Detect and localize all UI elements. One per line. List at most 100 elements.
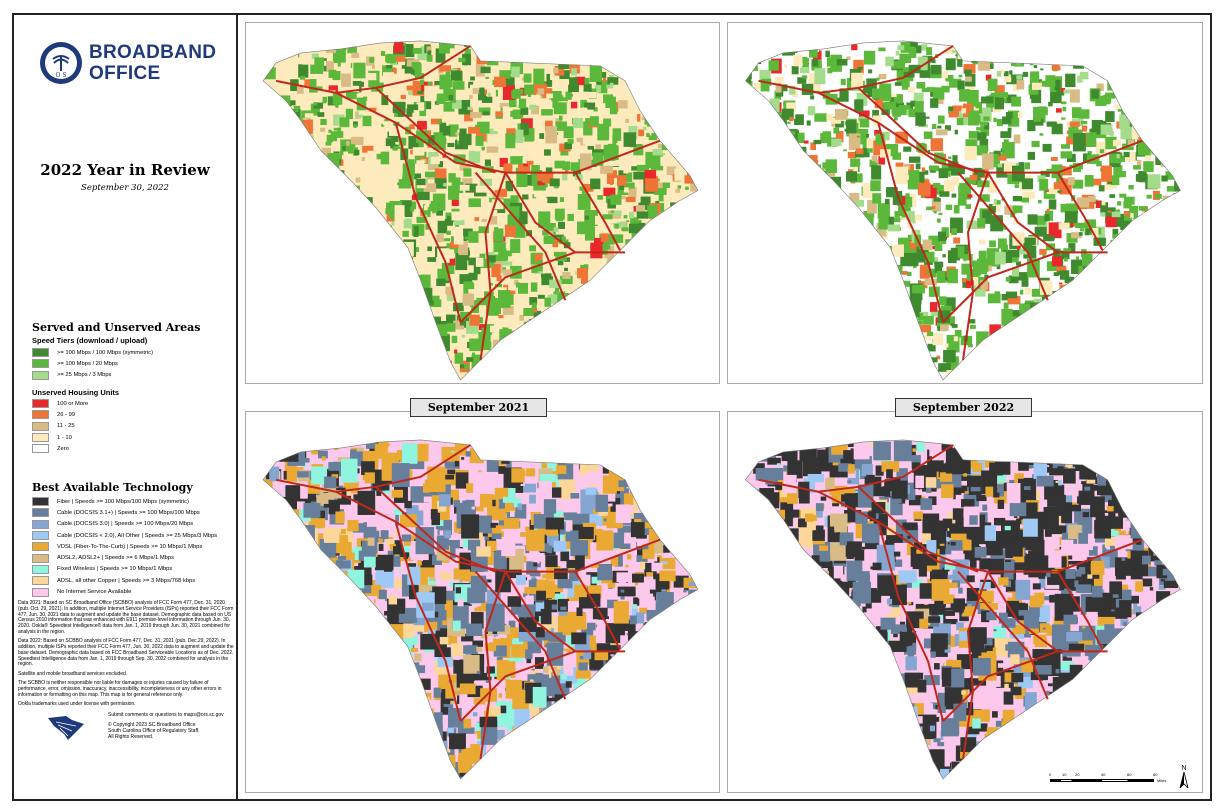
coverage-patch [905, 210, 915, 221]
coverage-patch [823, 193, 831, 199]
coverage-patch [583, 83, 592, 92]
coverage-patch [366, 241, 374, 252]
coverage-patch [299, 742, 313, 762]
coverage-patch [854, 325, 867, 337]
coverage-patch [309, 79, 317, 89]
coverage-patch [277, 740, 297, 763]
coverage-patch [283, 766, 299, 780]
coverage-patch [1052, 88, 1057, 95]
coverage-patch [322, 268, 329, 279]
coverage-patch [610, 556, 619, 567]
coverage-patch [830, 117, 842, 124]
coverage-patch [523, 352, 535, 366]
coverage-patch [641, 79, 648, 87]
coverage-patch [575, 76, 585, 86]
coverage-patch [420, 744, 425, 748]
coverage-patch [300, 202, 305, 206]
poster-frame [12, 13, 1212, 801]
coverage-patch [884, 371, 896, 381]
coverage-patch [317, 725, 325, 731]
coverage-patch [1078, 369, 1087, 377]
coverage-patch [748, 294, 760, 306]
coverage-patch [600, 676, 605, 680]
coverage-patch [1003, 76, 1012, 83]
coverage-patch [392, 354, 405, 372]
coverage-patch [536, 159, 540, 166]
coverage-patch [643, 50, 653, 55]
coverage-patch [1031, 288, 1044, 297]
coverage-patch [351, 136, 364, 145]
coverage-patch [1129, 326, 1140, 341]
coverage-patch [263, 328, 272, 341]
coverage-patch [823, 286, 828, 292]
coverage-patch [422, 210, 431, 217]
coverage-patch [778, 84, 788, 92]
coverage-patch [618, 170, 627, 177]
coverage-patch [1163, 206, 1173, 211]
coverage-patch [420, 713, 428, 720]
coverage-patch [327, 363, 332, 368]
coverage-patch [1111, 269, 1116, 273]
coverage-patch [563, 512, 578, 521]
coverage-patch [333, 197, 341, 208]
coverage-patch [560, 551, 570, 562]
coverage-patch [892, 331, 901, 340]
coverage-patch [793, 197, 802, 207]
coverage-patch [351, 52, 360, 58]
coverage-patch [387, 603, 392, 607]
coverage-patch [1092, 228, 1099, 238]
coverage-patch [690, 736, 698, 759]
coverage-patch [281, 165, 287, 170]
coverage-patch [475, 185, 488, 193]
coverage-patch [349, 248, 358, 255]
coverage-patch [263, 666, 279, 684]
coverage-patch [469, 271, 478, 281]
coverage-patch [1098, 364, 1103, 369]
coverage-patch [845, 349, 857, 359]
coverage-patch [1132, 214, 1137, 219]
coverage-patch [454, 352, 464, 364]
coverage-patch [622, 227, 629, 232]
coverage-patch [545, 120, 553, 132]
coverage-patch [597, 619, 609, 634]
coverage-patch [523, 592, 528, 598]
coverage-patch [392, 267, 398, 271]
coverage-patch [1060, 203, 1068, 213]
coverage-patch [293, 105, 301, 112]
coverage-patch [665, 282, 676, 289]
coverage-patch [674, 621, 689, 634]
coverage-patch [653, 180, 663, 189]
coverage-patch [340, 591, 359, 617]
coverage-patch [448, 173, 456, 183]
coverage-patch [267, 707, 277, 720]
coverage-patch [1059, 166, 1072, 176]
coverage-patch [414, 173, 422, 180]
coverage-patch [952, 105, 963, 117]
coverage-patch [295, 299, 309, 308]
coverage-patch [348, 366, 356, 372]
coverage-patch [477, 121, 490, 134]
coverage-patch [353, 314, 358, 321]
coverage-patch [1076, 308, 1089, 321]
coverage-patch [316, 176, 329, 186]
coverage-patch [862, 40, 866, 43]
coverage-patch [669, 484, 676, 488]
coverage-patch [884, 198, 890, 205]
coverage-patch [392, 101, 406, 113]
coverage-patch [378, 354, 386, 359]
coverage-patch [745, 145, 747, 149]
coverage-patch [606, 308, 617, 317]
coverage-patch [816, 323, 824, 327]
coverage-patch [265, 114, 276, 123]
coverage-patch [774, 355, 780, 364]
coverage-patch [773, 310, 785, 317]
coverage-patch [1140, 341, 1144, 346]
coverage-patch [580, 264, 589, 270]
coverage-patch [652, 735, 667, 745]
coverage-patch [1137, 141, 1151, 156]
coverage-patch [1104, 350, 1112, 361]
coverage-patch [1168, 71, 1173, 79]
coverage-patch [676, 720, 686, 726]
coverage-patch [266, 153, 273, 158]
coverage-patch [517, 503, 523, 510]
